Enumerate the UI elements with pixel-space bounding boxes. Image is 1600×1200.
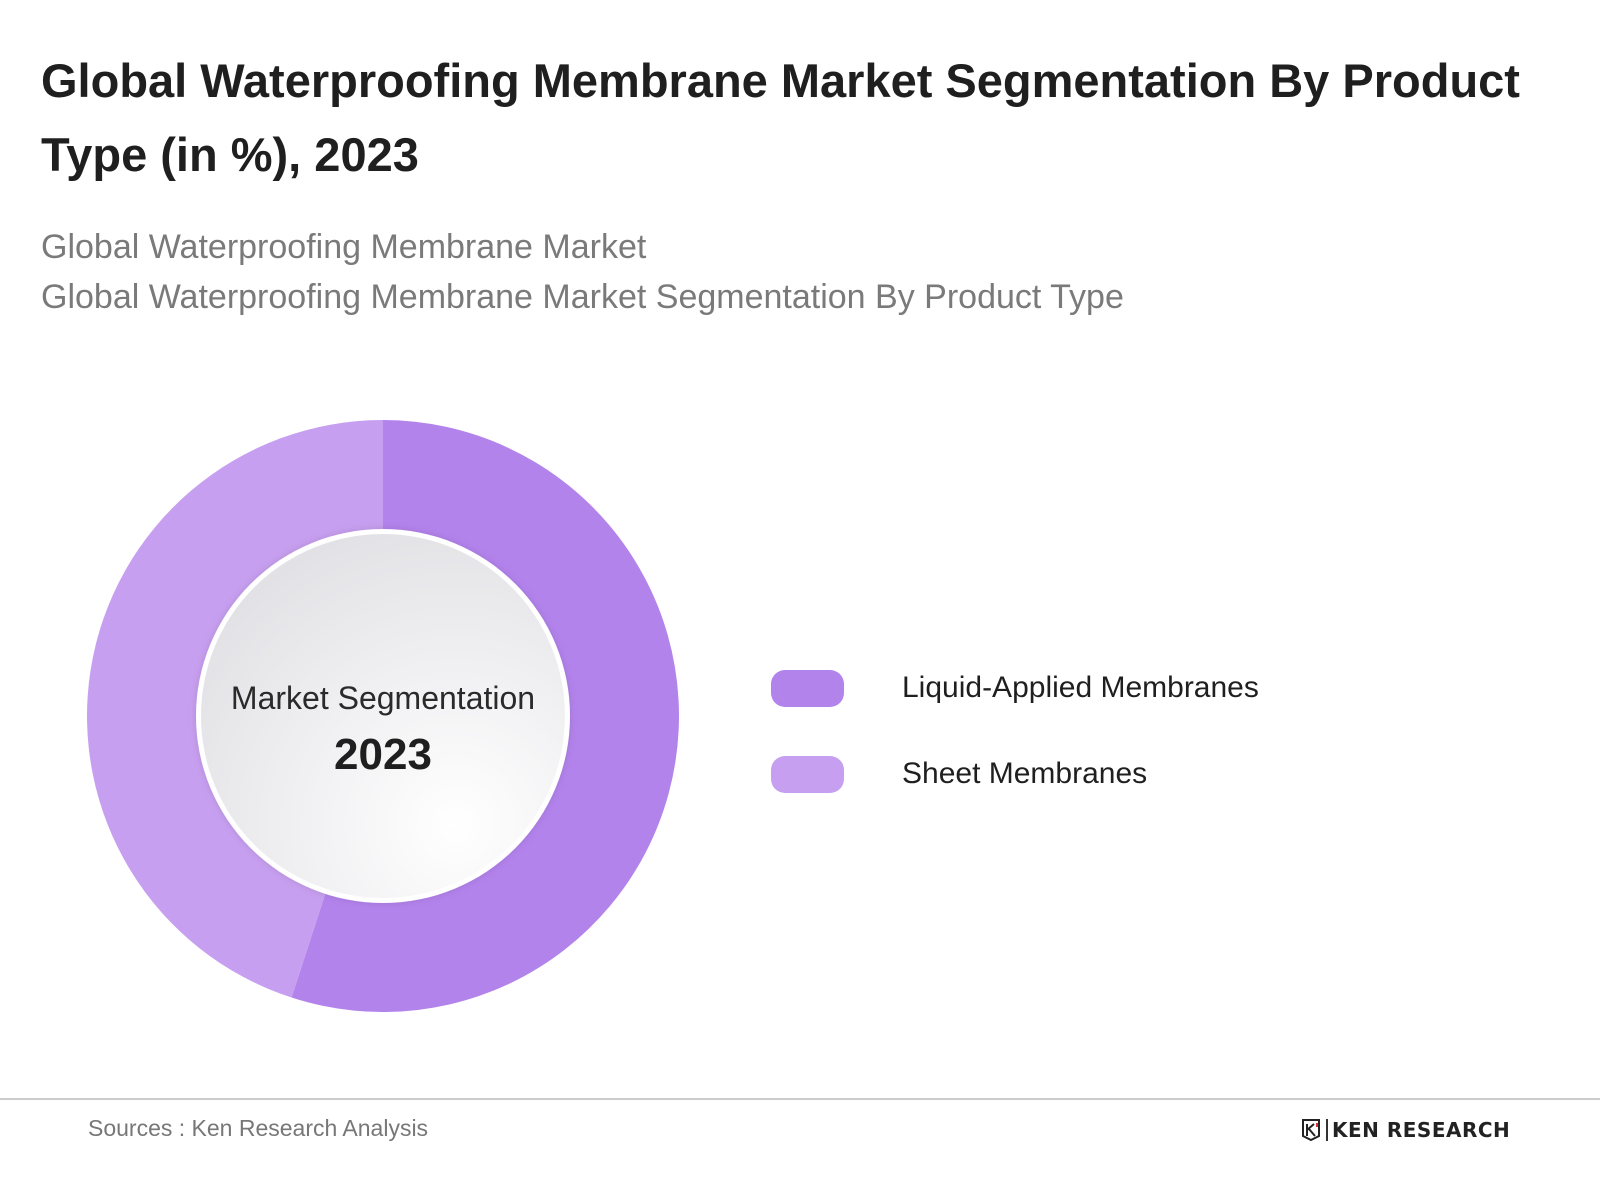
brand-separator — [1326, 1119, 1328, 1141]
footer-divider — [0, 1098, 1600, 1100]
center-label-year: 2023 — [334, 730, 432, 779]
legend-swatch-sheet — [771, 756, 844, 793]
donut-chart — [86, 420, 679, 1013]
legend-label-liquid-applied: Liquid-Applied Membranes — [902, 671, 1259, 704]
legend-item-sheet: Sheet Membranes — [771, 756, 1471, 796]
center-label-title: Market Segmentation — [230, 680, 536, 716]
legend-swatch-liquid-applied — [771, 670, 844, 707]
donut-center-disc — [201, 534, 565, 898]
ken-research-logo-icon — [1302, 1119, 1320, 1142]
legend-item-liquid-applied: Liquid-Applied Membranes — [771, 670, 1471, 710]
chart-title: Global Waterproofing Membrane Market Seg… — [41, 54, 1520, 181]
subtitle-segmentation: Global Waterproofing Membrane Market Seg… — [41, 278, 1124, 316]
source-note: Sources : Ken Research Analysis — [88, 1115, 429, 1141]
subtitle-market: Global Waterproofing Membrane Market — [41, 228, 647, 266]
legend-label-sheet: Sheet Membranes — [902, 757, 1148, 790]
brand-name: KEN RESEARCH — [1332, 1118, 1511, 1142]
brand-logo: KEN RESEARCH — [1300, 1118, 1510, 1142]
